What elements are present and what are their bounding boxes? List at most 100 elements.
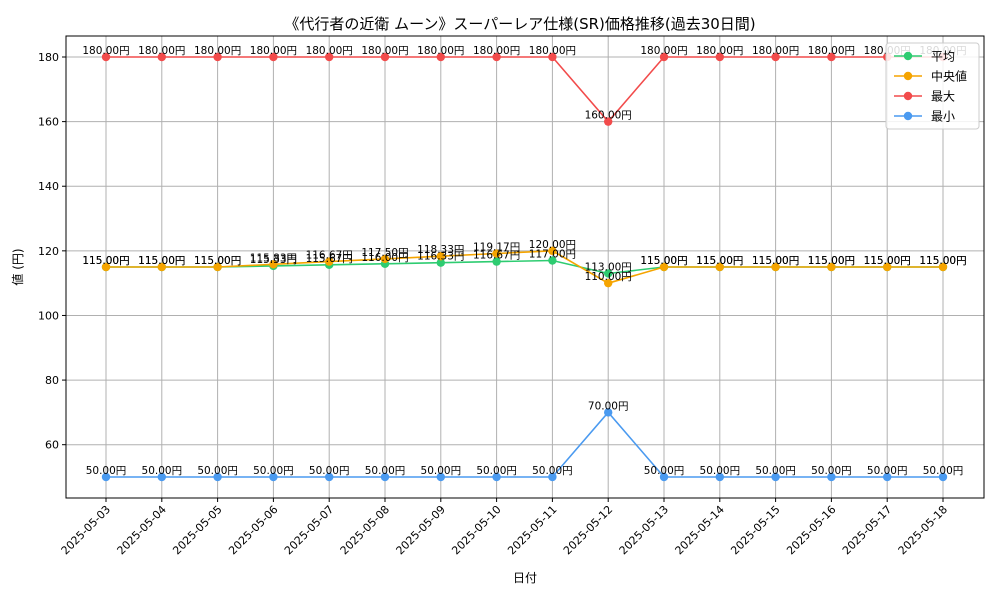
- data-label: 50.00円: [253, 465, 294, 477]
- data-point: [659, 52, 669, 62]
- legend-label: 最小: [931, 110, 955, 124]
- series-2: [101, 52, 948, 126]
- legend-item: 最大: [894, 90, 955, 104]
- data-point: [380, 52, 390, 62]
- data-label: 50.00円: [755, 465, 796, 477]
- data-label: 115.00円: [82, 255, 129, 267]
- data-point: [548, 256, 557, 265]
- x-tick-label: 2025-05-16: [784, 503, 838, 557]
- data-point: [938, 262, 948, 272]
- data-point: [157, 472, 166, 482]
- data-point: [436, 472, 445, 482]
- series-lines: [101, 52, 948, 482]
- data-point: [827, 52, 836, 62]
- legend-swatch-marker: [903, 111, 913, 121]
- x-tick-label: 2025-05-18: [896, 503, 950, 557]
- data-label: 115.00円: [696, 255, 743, 267]
- data-point: [659, 262, 669, 272]
- data-point: [659, 472, 669, 482]
- data-label: 180.00円: [306, 45, 353, 57]
- data-point: [269, 52, 278, 62]
- data-point: [604, 408, 613, 417]
- x-tick-label: 2025-05-05: [170, 503, 224, 557]
- data-label: 115.00円: [696, 255, 743, 267]
- legend-item: 最小: [894, 110, 955, 124]
- data-label: 116.67円: [306, 250, 353, 262]
- data-point: [101, 262, 111, 272]
- data-point: [883, 262, 892, 272]
- data-label: 180.00円: [696, 45, 743, 57]
- data-label: 115.00円: [640, 255, 687, 267]
- data-label: 50.00円: [867, 465, 908, 477]
- x-tick-label: 2025-05-06: [226, 503, 280, 557]
- data-label: 115.00円: [138, 255, 185, 267]
- legend-swatch-marker: [903, 51, 913, 61]
- y-tick-label: 100: [38, 309, 59, 322]
- series-line: [106, 56, 943, 123]
- data-label: 115.00円: [194, 255, 241, 267]
- y-tick-label: 120: [38, 245, 59, 258]
- plot-area-frame: [65, 35, 985, 499]
- data-point: [213, 262, 222, 272]
- x-tick-label: 2025-05-03: [59, 503, 113, 557]
- data-point: [269, 472, 278, 482]
- data-point: [827, 472, 836, 482]
- legend-swatch-marker: [903, 71, 913, 81]
- series-line: [106, 249, 943, 285]
- data-label: 110.00円: [585, 271, 632, 283]
- data-point: [436, 252, 445, 261]
- x-tick-label: 2025-05-07: [282, 503, 336, 557]
- data-point: [715, 52, 724, 62]
- legend-item: 平均: [894, 50, 955, 64]
- data-point: [492, 257, 501, 266]
- data-label: 115.00円: [752, 255, 799, 267]
- data-label: 50.00円: [476, 465, 517, 477]
- data-point: [325, 472, 334, 482]
- data-point: [101, 52, 111, 62]
- y-tick-label: 140: [38, 180, 59, 193]
- data-point: [771, 472, 780, 482]
- series-3: [101, 408, 948, 482]
- data-label: 116.33円: [417, 251, 464, 263]
- data-label: 115.83円: [250, 252, 297, 264]
- data-label: 115.00円: [640, 255, 687, 267]
- y-axis-label: 値 (円): [10, 248, 25, 285]
- data-point: [883, 472, 892, 482]
- y-tick-label: 160: [38, 116, 59, 129]
- data-point: [269, 260, 278, 269]
- y-tick-label: 60: [45, 439, 59, 452]
- data-point: [771, 262, 780, 272]
- data-point: [548, 246, 557, 256]
- data-label: 180.00円: [417, 45, 464, 57]
- data-point: [492, 249, 501, 258]
- data-label: 180.00円: [808, 45, 855, 57]
- data-label: 117.50円: [361, 247, 408, 259]
- x-tick-label: 2025-05-13: [617, 503, 671, 557]
- data-label: 115.00円: [808, 255, 855, 267]
- legend-swatch-marker: [903, 91, 913, 101]
- data-label: 117.00円: [529, 249, 576, 261]
- data-label: 180.00円: [473, 45, 520, 57]
- x-tick-label: 2025-05-14: [673, 503, 727, 557]
- legend-label: 最大: [931, 90, 955, 104]
- x-tick-label: 2025-05-12: [561, 503, 615, 557]
- data-label: 180.00円: [752, 45, 799, 57]
- data-label: 115.00円: [138, 255, 185, 267]
- data-label: 180.00円: [361, 45, 408, 57]
- data-label: 180.00円: [194, 45, 241, 57]
- data-point: [715, 262, 724, 272]
- data-label: 50.00円: [644, 465, 685, 477]
- data-point: [715, 472, 724, 482]
- y-axis: 60 80 100 120 140 160 180: [38, 51, 66, 452]
- data-label: 115.00円: [752, 255, 799, 267]
- data-label: 115.00円: [864, 255, 911, 267]
- data-label: 50.00円: [142, 465, 183, 477]
- data-point: [213, 472, 222, 482]
- data-point: [827, 262, 836, 272]
- x-tick-label: 2025-05-17: [840, 503, 894, 557]
- data-label: 50.00円: [811, 465, 852, 477]
- data-label: 50.00円: [532, 465, 573, 477]
- data-point: [548, 52, 557, 62]
